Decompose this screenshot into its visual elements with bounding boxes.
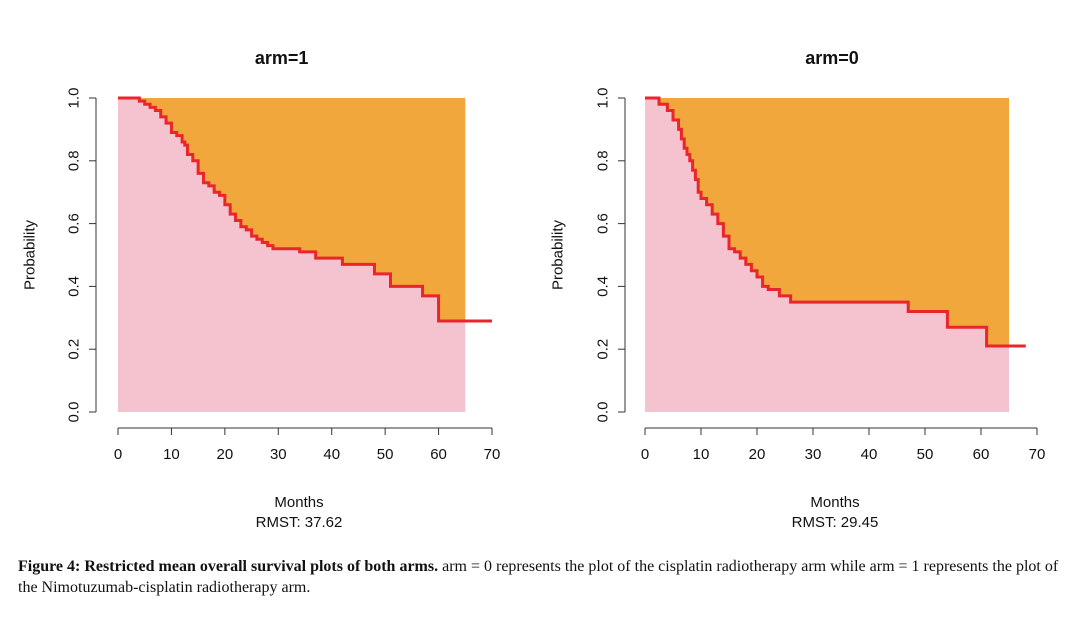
panel-arm-0: 0 10 20 30 40 50 60 70 0.0 0.2 0.4 0.6 0.8 1.0 arm=0 Mo… (550, 48, 1046, 531)
caption-bold: Figure 4: Restricted mean overall surviv… (18, 558, 439, 575)
y-tick-label: 0.8 (595, 150, 612, 171)
figure-caption: Figure 4: Restricted mean overall surviv… (18, 556, 1068, 598)
x-axis-label: Months (274, 494, 323, 511)
caption-text: arm = 0 represents the plot of the cispl… (18, 558, 1059, 596)
y-tick-label: 1.0 (66, 88, 83, 109)
x-tick-label: 10 (163, 446, 180, 463)
x-tick-label: 50 (377, 446, 394, 463)
y-tick-label: 0.2 (66, 339, 83, 360)
x-tick-label: 60 (430, 446, 447, 463)
area-above-curve (118, 98, 466, 321)
chart-title: arm=1 (255, 48, 309, 68)
rmst-label: RMST: 37.62 (256, 514, 343, 531)
x-tick-label: 60 (973, 446, 990, 463)
y-tick-label: 0.6 (66, 213, 83, 234)
y-axis-label: Probability (22, 219, 39, 290)
y-tick-label: 0.0 (66, 402, 83, 423)
x-tick-label: 0 (641, 446, 649, 463)
survival-curve-line (118, 96, 492, 323)
y-axis-label: Probability (550, 219, 567, 290)
area-above-curve (645, 98, 1009, 347)
y-tick-label: 0.4 (66, 276, 83, 297)
x-tick-label: 50 (917, 446, 934, 463)
x-tick-label: 0 (114, 446, 122, 463)
chart-title: arm=0 (805, 48, 859, 68)
rmst-label: RMST: 29.45 (792, 514, 879, 531)
x-tick-label: 40 (323, 446, 340, 463)
x-tick-label: 20 (217, 446, 234, 463)
y-tick-label: 0.8 (66, 150, 83, 171)
x-tick-label: 30 (270, 446, 287, 463)
y-tick-label: 0.6 (595, 213, 612, 234)
x-tick-label: 10 (693, 446, 710, 463)
x-tick-label: 70 (484, 446, 501, 463)
panel-arm-1: 0 10 20 30 40 50 60 70 0.0 0.2 0.4 0.6 0.8 1.0 arm=1 Mo… (22, 48, 501, 531)
area-under-curve (645, 98, 1009, 412)
x-tick-label: 70 (1029, 446, 1046, 463)
y-tick-label: 1.0 (595, 88, 612, 109)
y-tick-label: 0.0 (595, 402, 612, 423)
survival-curve-line (645, 96, 1026, 348)
x-axis-label: Months (810, 494, 859, 511)
y-tick-label: 0.4 (595, 276, 612, 297)
x-tick-label: 40 (861, 446, 878, 463)
y-tick-label: 0.2 (595, 339, 612, 360)
x-tick-label: 20 (749, 446, 766, 463)
area-under-curve (118, 98, 466, 412)
x-tick-label: 30 (805, 446, 822, 463)
